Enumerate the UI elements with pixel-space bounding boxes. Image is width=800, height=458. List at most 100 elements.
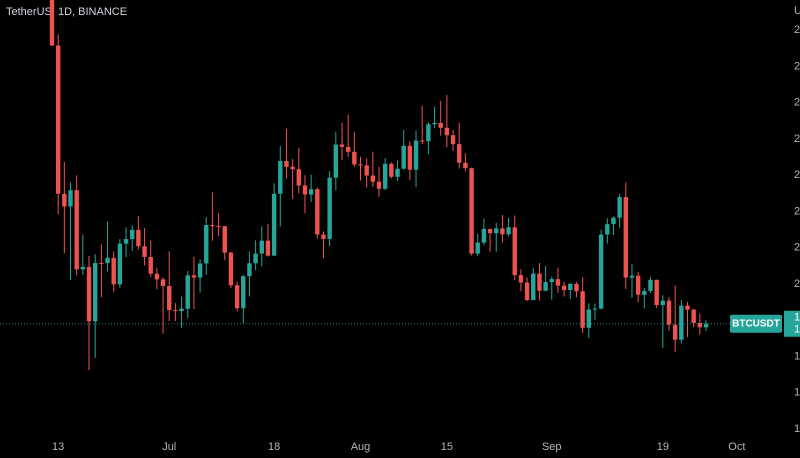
symbol-tag (730, 314, 782, 333)
candle-body (494, 228, 499, 234)
candle-body (432, 122, 437, 125)
candle-body (617, 197, 622, 218)
candle-body (629, 275, 635, 278)
candle-body (167, 285, 172, 311)
candle-body (333, 144, 339, 178)
candle-body (605, 224, 610, 235)
candle-body (80, 266, 86, 270)
candle-body (481, 228, 487, 243)
y-tick-label: 2 (794, 278, 800, 290)
candle-body (518, 275, 524, 283)
candle-body (623, 197, 629, 278)
candle-body (204, 225, 209, 264)
candle-body (685, 305, 690, 310)
candle-body (302, 185, 308, 195)
candle-body (99, 263, 104, 265)
candle-body (420, 140, 425, 142)
candle-body (549, 279, 554, 283)
y-tick-label: 2 (794, 60, 800, 72)
candle-body (352, 151, 357, 165)
y-tick-label: 2 (794, 242, 800, 254)
candle-body (136, 229, 141, 247)
candle-body (537, 273, 542, 291)
countdown-label: 1 (794, 324, 800, 336)
x-tick-label: 19 (657, 441, 669, 453)
candle-body (457, 144, 462, 163)
candle-body (376, 181, 382, 189)
candle-body (271, 193, 277, 256)
y-tick-label: 2 (794, 24, 800, 36)
candle-body (222, 226, 227, 253)
x-tick-label: Sep (542, 441, 562, 453)
candle-body (660, 300, 666, 306)
candle-body (315, 189, 320, 235)
x-tick-label: 18 (268, 441, 280, 453)
candle-body (648, 279, 653, 292)
x-tick-label: Aug (351, 441, 371, 453)
candle-body (111, 257, 116, 285)
y-tick-label: 1 (794, 350, 800, 362)
candle-body (524, 282, 530, 301)
candle-body (278, 161, 283, 194)
candle-body (308, 189, 314, 195)
price-label: 1 (794, 312, 800, 324)
candle-body (55, 45, 61, 194)
candle-body (290, 166, 295, 170)
candle-body (241, 276, 246, 309)
candle-body (568, 283, 573, 291)
candle-body (185, 275, 190, 309)
candle-body (500, 228, 505, 235)
candle-body (574, 283, 579, 292)
candle-body (216, 226, 221, 228)
candle-body (123, 239, 129, 244)
candle-body (586, 309, 591, 328)
candle-body (703, 323, 709, 328)
candle-body (654, 279, 659, 306)
candle-body (49, 0, 55, 46)
candle-body (148, 256, 153, 274)
candle-body (247, 263, 252, 277)
x-tick-label: Jul (162, 441, 176, 453)
candle-body (234, 285, 240, 309)
x-tick-label: 15 (441, 441, 453, 453)
candle-body (364, 165, 369, 176)
candle-body (580, 291, 585, 328)
candle-body (296, 169, 301, 186)
candle-body (86, 266, 92, 322)
candle-body (74, 190, 79, 270)
candle-body (487, 228, 493, 234)
candle-body (327, 177, 332, 239)
candle-body (531, 273, 536, 301)
candle-body (506, 227, 511, 235)
candle-body (259, 240, 264, 254)
candle-body (197, 263, 203, 278)
y-tick-label: 2 (794, 169, 800, 181)
y-tick-label: 2 (794, 97, 800, 109)
candle-body (228, 252, 234, 286)
candle-body (635, 275, 641, 295)
candle-body (339, 144, 345, 147)
candle-body (679, 305, 684, 340)
candle-body (321, 234, 326, 239)
candle-body (672, 324, 678, 340)
price-tag (784, 310, 800, 337)
candle-body (117, 243, 123, 285)
candle-body (191, 275, 197, 278)
y-axis-label: U (794, 5, 800, 17)
candle-body (68, 190, 73, 207)
x-tick-label: Oct (728, 441, 745, 453)
candle-body (611, 217, 616, 225)
candle-body (179, 308, 184, 312)
candle-body (444, 127, 450, 136)
candle-body (92, 263, 98, 322)
candle-body (450, 135, 456, 145)
candle-body (543, 282, 548, 291)
candle-body (62, 193, 67, 207)
candle-body (142, 246, 147, 257)
x-tick-label: 13 (52, 441, 64, 453)
candle-body (358, 164, 363, 166)
candle-body (345, 146, 351, 152)
candle-body (555, 279, 561, 286)
